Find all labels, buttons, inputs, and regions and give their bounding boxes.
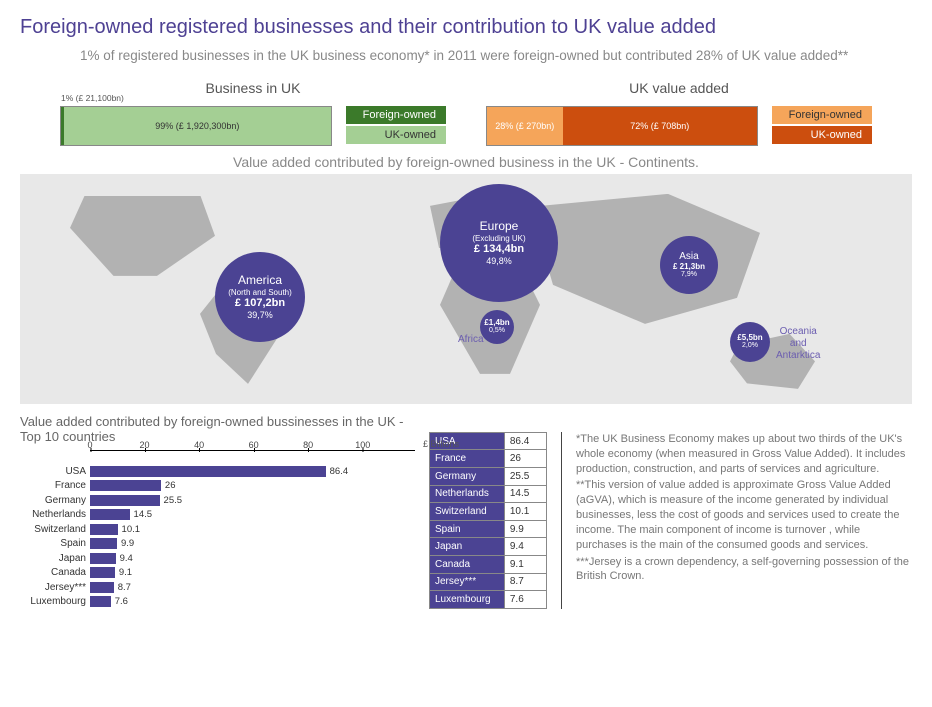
bar-row: Germany25.5 [20, 493, 415, 508]
bar-row: Spain9.9 [20, 536, 415, 551]
bubble-oceania: £5,5bn2,0% [730, 322, 770, 362]
bar-row: Japan9.4 [20, 551, 415, 566]
axis-unit: £ Billions [423, 439, 459, 449]
legend-foreign-owned: Foreign-owned [346, 106, 446, 124]
world-map: America(North and South)£ 107,2bn39,7% Eu… [20, 174, 912, 404]
table-row: Jersey***8.7 [430, 573, 547, 591]
bar-row: Canada9.1 [20, 565, 415, 580]
legend2-uk-owned: UK-owned [772, 126, 872, 144]
top-charts: Business in UK 1% (£ 21,100bn) 99% (£ 1,… [20, 80, 912, 146]
africa-label: Africa [458, 334, 484, 346]
chart1-seg-uk: 99% (£ 1,920,300bn) [64, 107, 331, 145]
chart-business-uk: Business in UK 1% (£ 21,100bn) 99% (£ 1,… [60, 80, 446, 146]
data-table: USA86.4France26Germany25.5Netherlands14.… [429, 432, 547, 609]
chart1-top-label: 1% (£ 21,100bn) [61, 93, 124, 103]
oceania-label: OceaniaandAntarktica [776, 326, 820, 362]
legend-uk-owned: UK-owned [346, 126, 446, 144]
footnote: *The UK Business Economy makes up about … [576, 432, 912, 477]
chart2-bar: 28% (£ 270bn) 72% (£ 708bn) [486, 106, 758, 146]
table-row: Luxembourg7.6 [430, 591, 547, 609]
bar-row: USA86.4 [20, 464, 415, 479]
bar-row: Netherlands14.5 [20, 507, 415, 522]
table-row: Switzerland10.1 [430, 503, 547, 521]
footnote: ***Jersey is a crown dependency, a self-… [576, 555, 912, 585]
chart2-legend: Foreign-owned UK-owned [772, 106, 872, 144]
x-axis: £ Billions 020406080100 [90, 450, 415, 464]
bubble-europe: Europe(Excluding UK)£ 134,4bn49,8% [440, 184, 558, 302]
footnote: **This version of value added is approxi… [576, 478, 912, 552]
bar-row: Luxembourg7.6 [20, 594, 415, 609]
bubble-africa: £1,4bn0,5% [480, 310, 514, 344]
page-title: Foreign-owned registered businesses and … [20, 16, 912, 39]
table-row: Spain9.9 [430, 520, 547, 538]
bar-chart: Value added contributed by foreign-owned… [20, 414, 415, 609]
chart1-bar: 1% (£ 21,100bn) 99% (£ 1,920,300bn) [60, 106, 332, 146]
chart-uk-value-added: UK value added 28% (£ 270bn) 72% (£ 708b… [486, 80, 872, 146]
table-row: Germany25.5 [430, 468, 547, 486]
chart2-seg-foreign: 28% (£ 270bn) [487, 107, 563, 145]
table-row: France26 [430, 450, 547, 468]
table-row: Netherlands14.5 [430, 485, 547, 503]
bubble-america: America(North and South)£ 107,2bn39,7% [215, 252, 305, 342]
bar-row: France26 [20, 478, 415, 493]
bar-row: Jersey***8.7 [20, 580, 415, 595]
footnotes: *The UK Business Economy makes up about … [561, 432, 912, 609]
subtitle: 1% of registered businesses in the UK bu… [80, 47, 912, 66]
bubble-asia: Asia£ 21,3bn7,9% [660, 236, 718, 294]
bottom-section: Value added contributed by foreign-owned… [20, 414, 912, 609]
table-row: Canada9.1 [430, 556, 547, 574]
chart2-seg-uk: 72% (£ 708bn) [563, 107, 757, 145]
legend2-foreign-owned: Foreign-owned [772, 106, 872, 124]
map-section-label: Value added contributed by foreign-owned… [20, 154, 912, 170]
bar-row: Switzerland10.1 [20, 522, 415, 537]
chart1-legend: Foreign-owned UK-owned [346, 106, 446, 144]
table-row: Japan9.4 [430, 538, 547, 556]
chart2-label: UK value added [486, 80, 872, 96]
